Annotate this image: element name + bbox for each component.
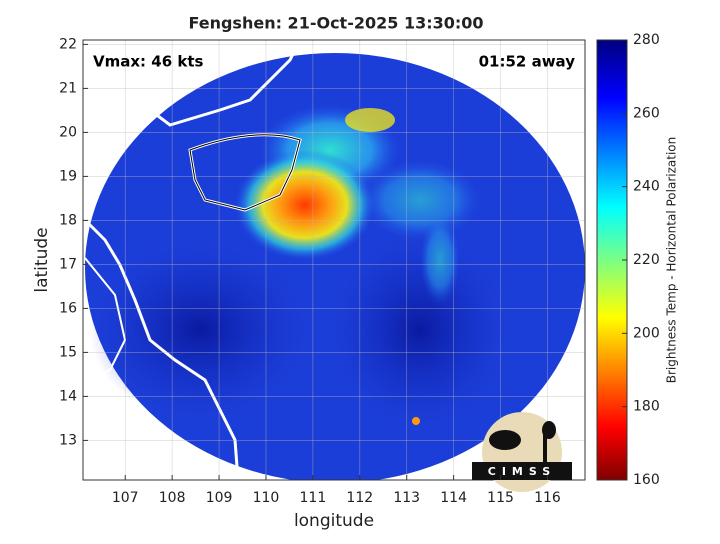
x-tick-label: 112 <box>346 490 373 506</box>
dark-region <box>90 240 310 420</box>
x-tick-label: 107 <box>112 490 139 506</box>
y-tick-label: 13 <box>59 432 77 448</box>
x-tick-label: 113 <box>393 490 420 506</box>
dark-region <box>330 230 510 430</box>
logo-text: CIMSS <box>488 465 556 478</box>
chart-title: Fengshen: 21-Oct-2025 13:30:00 <box>188 14 483 33</box>
x-tick-label: 114 <box>440 490 467 506</box>
cell <box>412 417 420 425</box>
y-tick-label: 15 <box>59 344 77 360</box>
y-tick-label: 20 <box>59 124 77 140</box>
x-axis-label: longitude <box>294 511 374 531</box>
logo-tank <box>542 421 556 439</box>
logo-dish <box>489 430 521 450</box>
y-tick-label: 18 <box>59 212 77 228</box>
colorbar-tick-label: 160 <box>633 472 660 488</box>
logo-tower <box>543 435 547 463</box>
axes-frame <box>82 39 586 481</box>
x-tick-label: 110 <box>253 490 280 506</box>
colorbar-tick-label: 280 <box>633 32 660 48</box>
coastline <box>94 40 302 127</box>
colorbar-tick-label: 220 <box>633 252 660 268</box>
cloud <box>345 108 395 132</box>
y-tick-label: 17 <box>59 256 77 272</box>
colorbar-tick-label: 240 <box>633 179 660 195</box>
cloud <box>360 160 480 240</box>
y-tick-label: 21 <box>59 80 77 96</box>
x-tick-label: 115 <box>487 490 514 506</box>
colorbar-tick-label: 260 <box>633 105 660 121</box>
coastline <box>83 218 240 480</box>
colorbar-label: Brightness Temp - Horizontal Polarizatio… <box>665 137 679 384</box>
y-axis-label: latitude <box>32 227 52 292</box>
x-tick-label: 109 <box>206 490 233 506</box>
x-tick-label: 111 <box>300 490 327 506</box>
annotation: 01:52 away <box>479 53 576 71</box>
x-tick-label: 108 <box>159 490 186 506</box>
y-tick-label: 16 <box>59 300 77 316</box>
y-tick-label: 14 <box>59 388 77 404</box>
y-tick-label: 22 <box>59 36 77 52</box>
y-tick-label: 19 <box>59 168 77 184</box>
x-tick-label: 116 <box>534 490 561 506</box>
colorbar-tick-label: 200 <box>633 325 660 341</box>
imagery <box>83 40 585 480</box>
convection <box>235 150 375 260</box>
annotation: Vmax: 46 kts <box>93 53 203 71</box>
rainband <box>420 215 460 305</box>
colorbar-tick-label: 180 <box>633 399 660 415</box>
coastline <box>189 134 301 211</box>
